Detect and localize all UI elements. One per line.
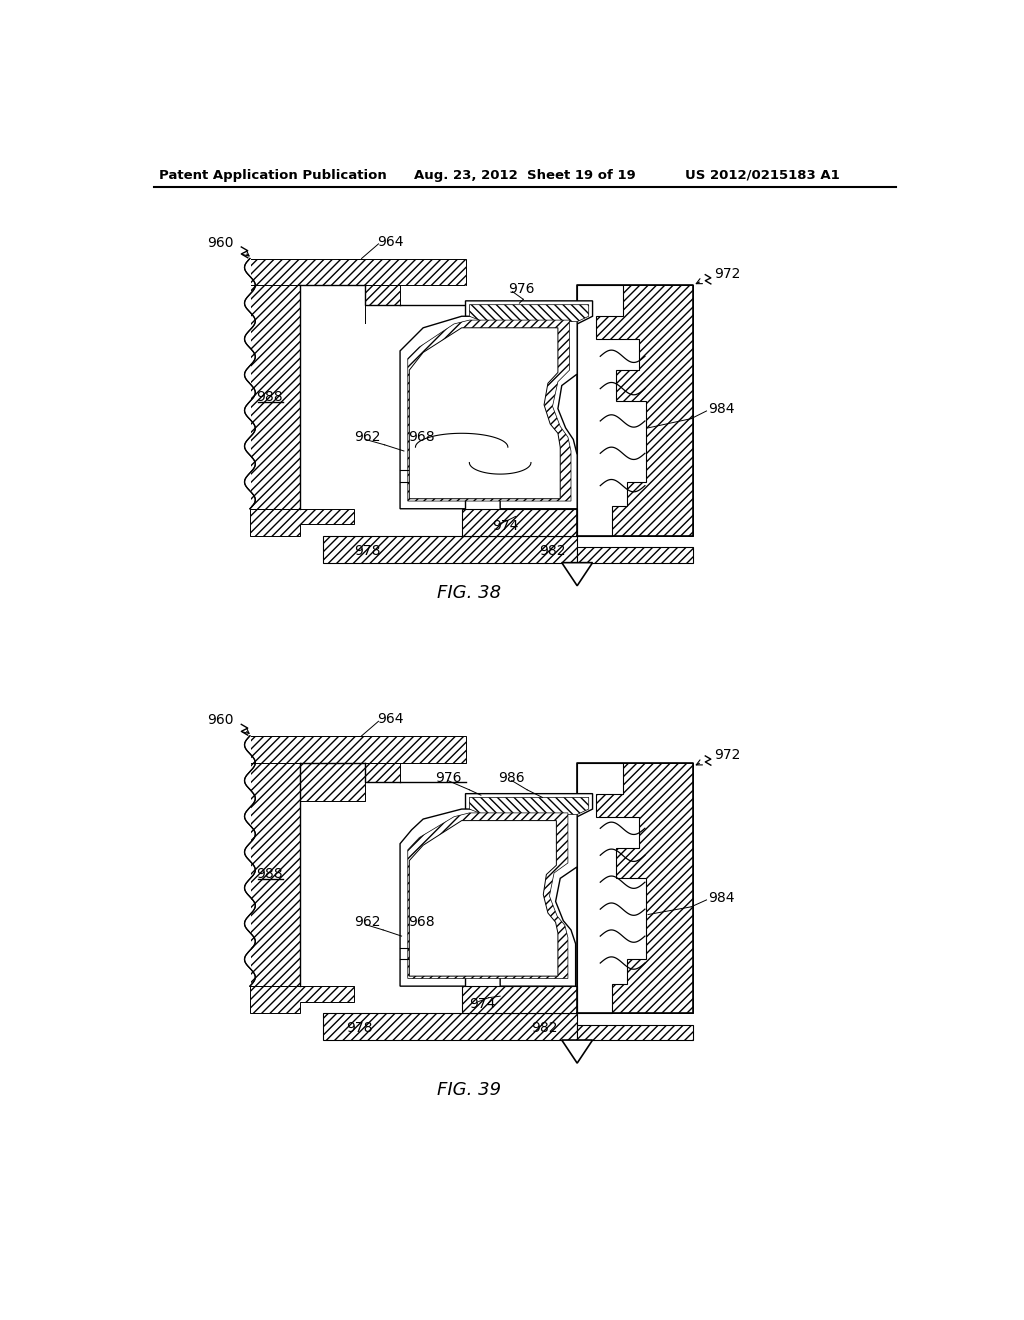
Text: FIG. 38: FIG. 38	[437, 585, 502, 602]
Text: 964: 964	[377, 235, 403, 248]
Polygon shape	[562, 1040, 593, 1063]
Text: 986: 986	[499, 771, 525, 785]
Text: 960: 960	[208, 236, 234, 249]
Text: 962: 962	[354, 430, 380, 444]
Polygon shape	[408, 813, 568, 978]
Text: 982: 982	[531, 1022, 557, 1035]
Polygon shape	[462, 508, 578, 536]
Text: 978: 978	[346, 1022, 373, 1035]
Polygon shape	[469, 305, 589, 322]
Text: 968: 968	[408, 915, 434, 929]
Text: 972: 972	[714, 748, 740, 762]
Polygon shape	[250, 508, 354, 536]
Polygon shape	[250, 737, 300, 986]
Text: Aug. 23, 2012  Sheet 19 of 19: Aug. 23, 2012 Sheet 19 of 19	[414, 169, 636, 182]
Polygon shape	[578, 763, 646, 1014]
Polygon shape	[300, 763, 400, 801]
Polygon shape	[410, 327, 560, 499]
Text: 982: 982	[539, 544, 565, 558]
Polygon shape	[578, 1024, 692, 1040]
Polygon shape	[578, 548, 692, 562]
Text: 974: 974	[493, 520, 519, 533]
Text: 968: 968	[408, 430, 434, 444]
Polygon shape	[578, 285, 692, 536]
Text: 984: 984	[708, 891, 734, 904]
Polygon shape	[239, 737, 251, 986]
Polygon shape	[562, 562, 593, 586]
Text: 988: 988	[256, 867, 283, 882]
Text: 984: 984	[708, 401, 734, 416]
Text: 972: 972	[714, 267, 740, 281]
Polygon shape	[410, 821, 558, 977]
Text: 978: 978	[354, 544, 380, 558]
Polygon shape	[250, 259, 466, 285]
Text: 988: 988	[256, 391, 283, 404]
Polygon shape	[408, 321, 571, 502]
Polygon shape	[578, 763, 692, 1014]
Polygon shape	[239, 259, 251, 508]
Text: 976: 976	[508, 282, 535, 296]
Text: US 2012/0215183 A1: US 2012/0215183 A1	[685, 169, 840, 182]
Polygon shape	[466, 301, 593, 323]
Polygon shape	[466, 793, 593, 817]
Text: 974: 974	[469, 997, 496, 1011]
Polygon shape	[250, 259, 300, 508]
Polygon shape	[578, 285, 646, 536]
Polygon shape	[400, 317, 578, 508]
Text: 962: 962	[354, 915, 380, 929]
Text: Patent Application Publication: Patent Application Publication	[159, 169, 387, 182]
Polygon shape	[300, 285, 466, 508]
Polygon shape	[400, 809, 578, 986]
Polygon shape	[300, 285, 400, 323]
Polygon shape	[323, 1014, 578, 1040]
Text: 960: 960	[208, 714, 234, 727]
Polygon shape	[250, 737, 466, 763]
Text: FIG. 39: FIG. 39	[437, 1081, 502, 1100]
Polygon shape	[462, 986, 578, 1014]
Polygon shape	[469, 797, 589, 814]
Polygon shape	[250, 986, 354, 1014]
Text: 976: 976	[435, 771, 461, 785]
Text: 964: 964	[377, 711, 403, 726]
Polygon shape	[323, 536, 578, 562]
